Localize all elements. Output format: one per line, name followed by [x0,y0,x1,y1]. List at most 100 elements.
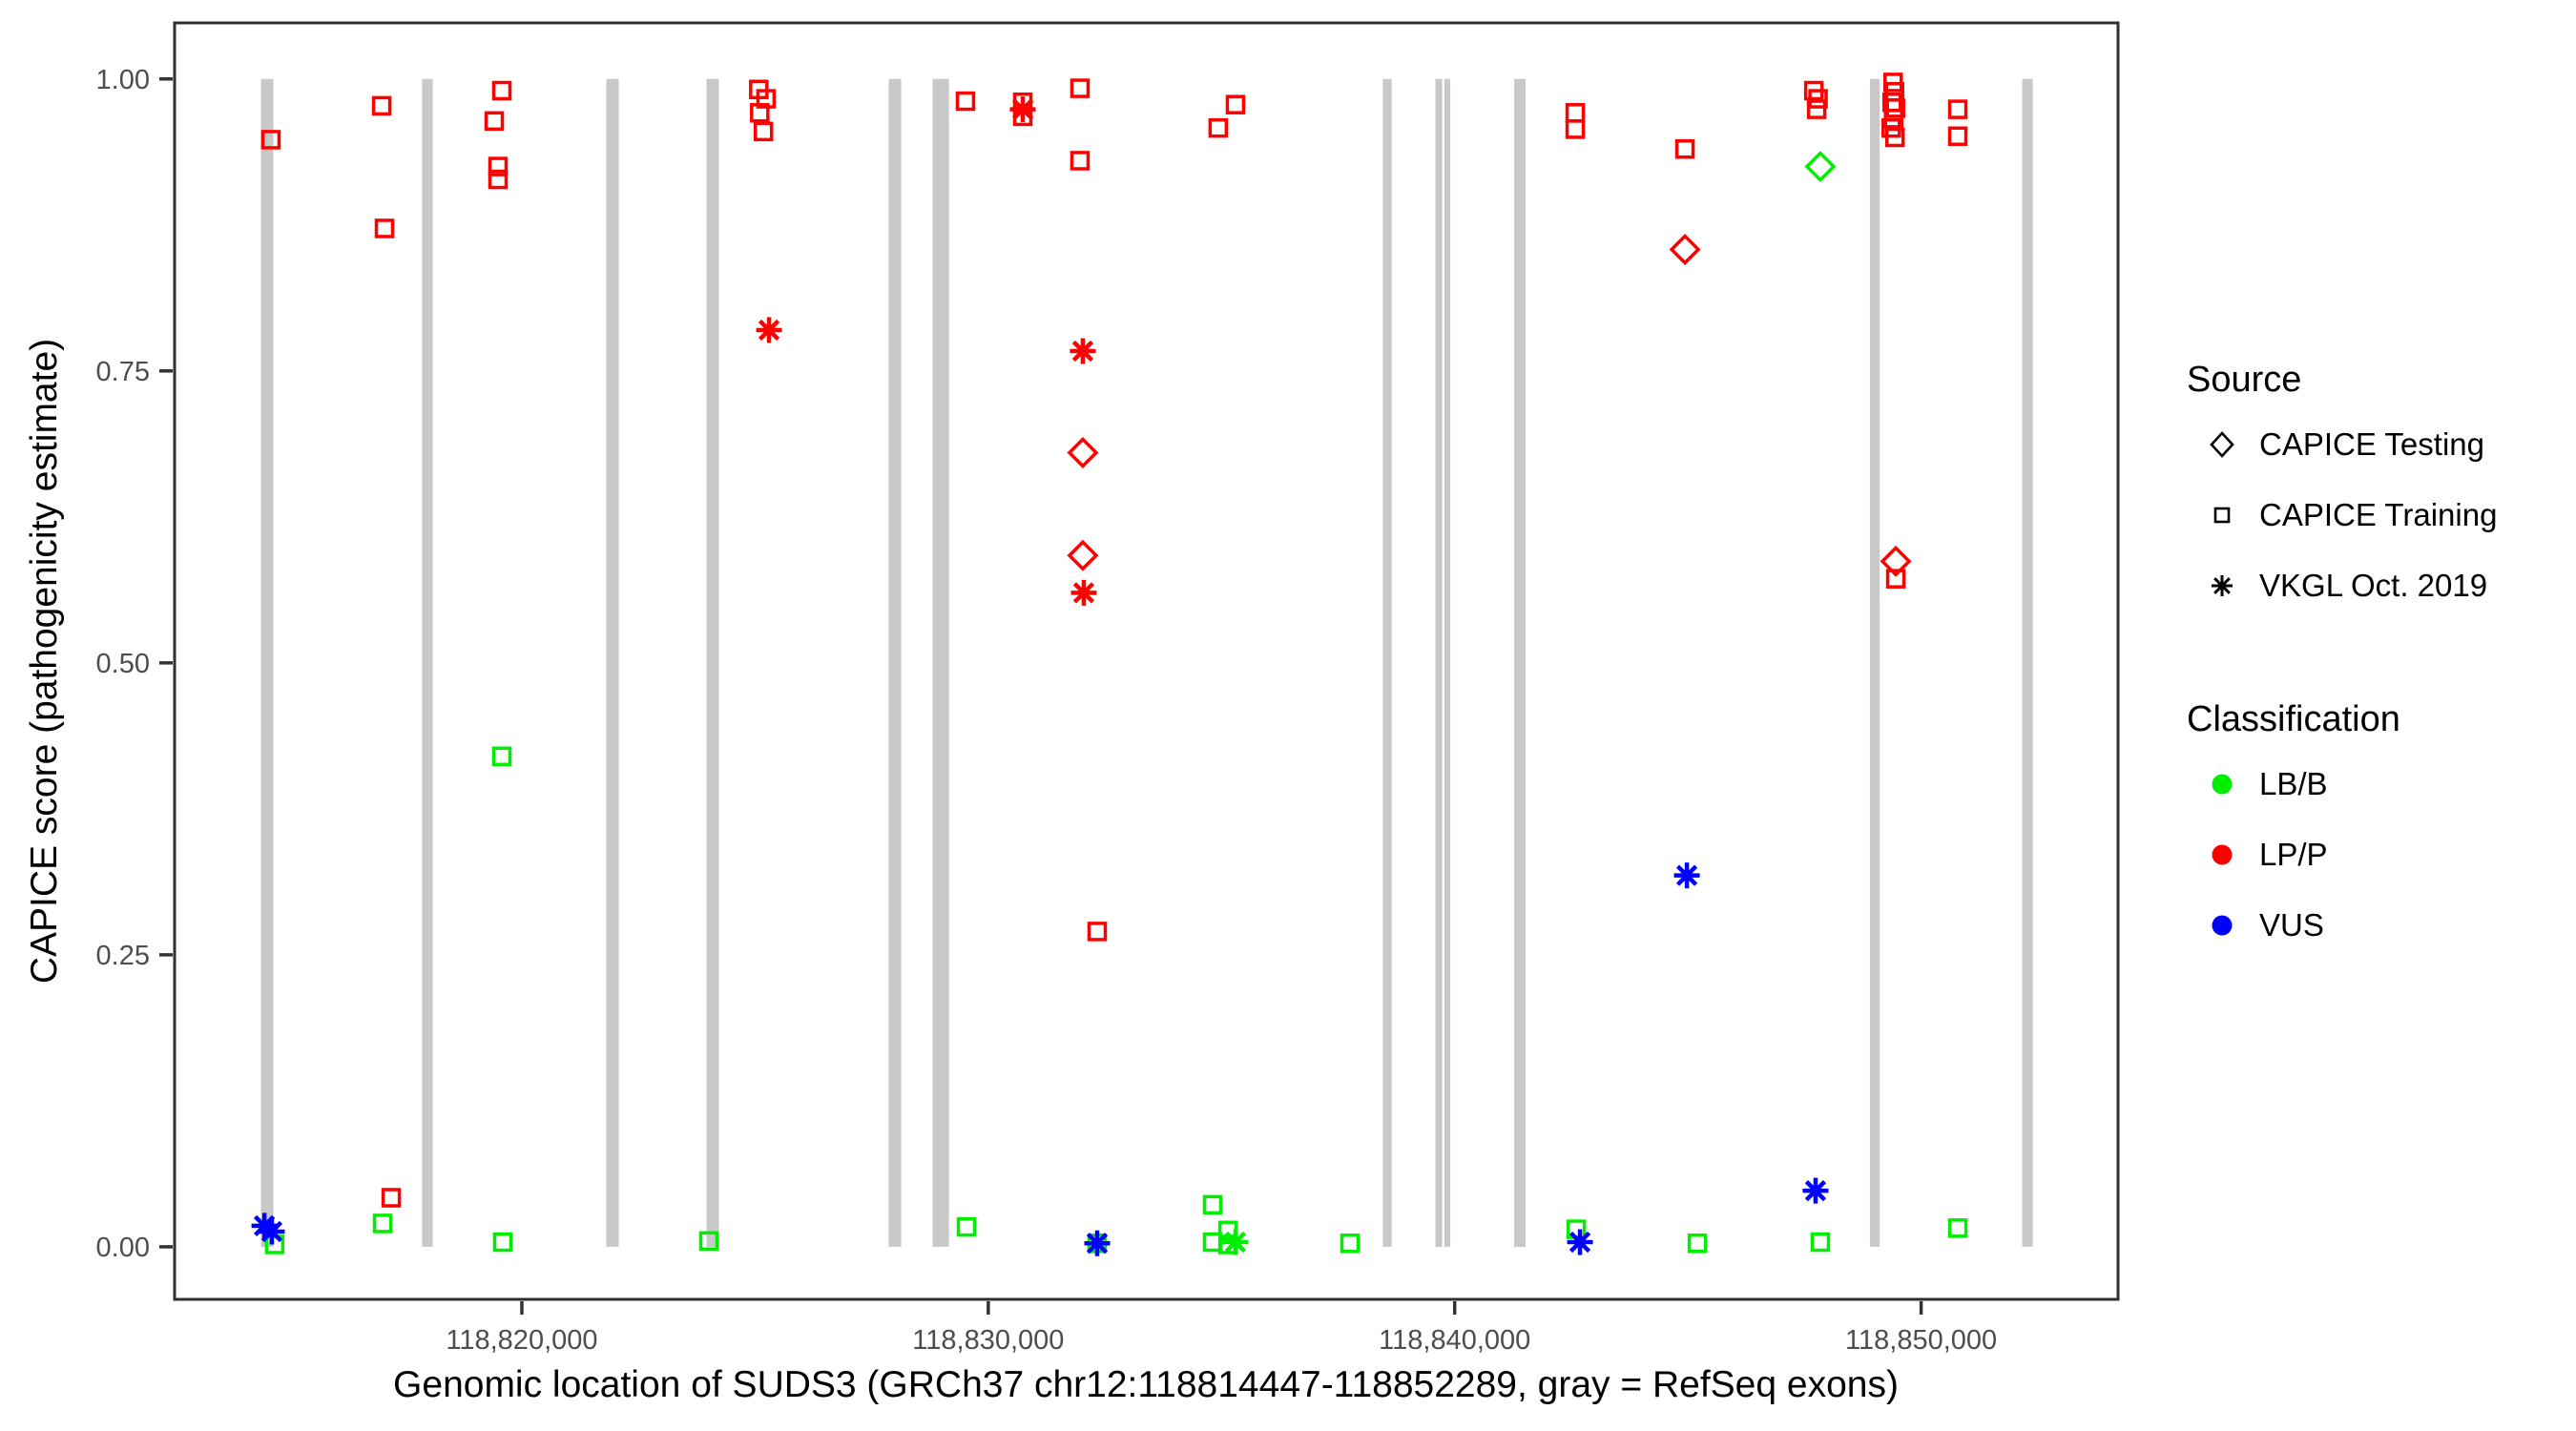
legend-item-label: LB/B [2259,766,2328,801]
marker-square [753,121,774,142]
x-axis-title: Genomic location of SUDS3 (GRCh37 chr12:… [393,1364,1899,1405]
exon-bar [606,78,619,1247]
marker-square [1070,78,1091,98]
marker-square [750,103,770,123]
marker-square [491,80,512,101]
marker-asterisk [1567,1229,1593,1255]
exon-bar [706,78,719,1247]
exon-bar [260,78,274,1247]
marker-square [484,111,505,132]
marker-square [1070,151,1091,171]
marker-square [374,218,395,238]
marker-square [260,130,281,150]
marker-square [1810,1232,1831,1253]
marker-asterisk [259,1218,285,1245]
marker-square [371,95,392,116]
exon-bar [1444,78,1451,1247]
marker-asterisk [1084,1230,1111,1256]
marker-square [698,1231,719,1252]
marker-square [1806,99,1827,119]
marker-square [492,1232,513,1253]
asterisk-icon [2212,575,2233,596]
blue-dot-icon [2212,915,2233,936]
diamond-icon [2210,431,2234,458]
red-dot-icon [2212,844,2233,865]
marker-square [1885,569,1906,589]
marker-square [1947,1218,1968,1238]
marker-square [955,91,976,112]
marker-square [1340,1233,1361,1254]
exon-bar [1435,78,1443,1247]
legend-item-capice-testing: CAPICE Testing [2187,424,2568,466]
marker-asterisk [1070,338,1096,364]
marker-diamond [1669,234,1701,265]
exon-bar [932,78,949,1247]
legend-item-label: CAPICE Training [2259,497,2498,532]
legend-item-label: VKGL Oct. 2019 [2259,568,2488,603]
marker-square [1208,117,1229,138]
marker-square [956,1216,977,1237]
exon-bar [1382,78,1392,1247]
exon-bar [1514,78,1527,1247]
marker-square [1885,98,1905,118]
legend-source-title: Source [2187,360,2302,400]
exon-bar [2022,78,2033,1247]
marker-square [1087,922,1108,942]
y-axis-title: CAPICE score (pathogenicity estimate) [24,338,65,985]
marker-square [756,89,777,109]
legend-classification-title: Classification [2187,699,2400,739]
x-tick-label: 118,830,000 [912,1325,1064,1356]
y-tick-label: 0.00 [96,1233,150,1263]
marker-square [491,746,512,767]
marker-square [1674,138,1695,159]
marker-asterisk [1673,862,1700,889]
marker-square [1808,89,1828,109]
y-tick-label: 0.50 [96,649,150,679]
y-tick-label: 0.75 [96,357,150,387]
marker-asterisk [1070,579,1097,606]
marker-square [381,1188,402,1208]
marker-square [1884,127,1905,148]
marker-square [488,156,509,176]
exon-bar [422,78,433,1247]
marker-square [1687,1233,1708,1254]
marker-diamond [1067,437,1099,468]
legend-item-label: CAPICE Testing [2259,426,2484,462]
y-tick-label: 0.25 [96,941,150,971]
legend-item-capice-training: CAPICE Training [2187,494,2568,536]
panel-border [173,21,2120,1301]
marker-square [1565,119,1586,139]
marker-asterisk [756,317,782,343]
marker-diamond [1067,539,1099,571]
marker-square [1225,94,1246,114]
exon-bar [888,78,902,1247]
legend-source: Source CAPICE Testing CAPICE Training [2187,359,2568,635]
x-tick-label: 118,820,000 [446,1325,597,1356]
legend-item-label: VUS [2259,907,2324,943]
marker-diamond [1804,151,1837,183]
marker-asterisk [1222,1229,1249,1255]
legend-item-lpp: LP/P [2187,834,2568,876]
legend-item-vus: VUS [2187,904,2568,946]
x-tick-label: 118,840,000 [1379,1325,1530,1356]
marker-square [488,169,509,190]
marker-asterisk [1009,96,1036,123]
square-icon [2213,507,2231,524]
marker-square [1565,103,1586,123]
exon-bar [1869,78,1880,1247]
green-dot-icon [2212,774,2233,795]
marker-diamond [1880,545,1912,577]
marker-asterisk [1802,1177,1829,1204]
marker-square [1947,126,1968,146]
marker-square [1202,1194,1223,1215]
x-tick-label: 118,850,000 [1845,1325,1997,1356]
marker-square [1947,99,1968,119]
legend-classification: Classification LB/B LP/P VUS [2187,698,2568,975]
legend-item-vkgl: VKGL Oct. 2019 [2187,565,2568,607]
legend-item-lbb: LB/B [2187,763,2568,805]
legend-item-label: LP/P [2259,837,2328,872]
y-tick-label: 1.00 [96,65,150,95]
marker-square [372,1213,393,1234]
